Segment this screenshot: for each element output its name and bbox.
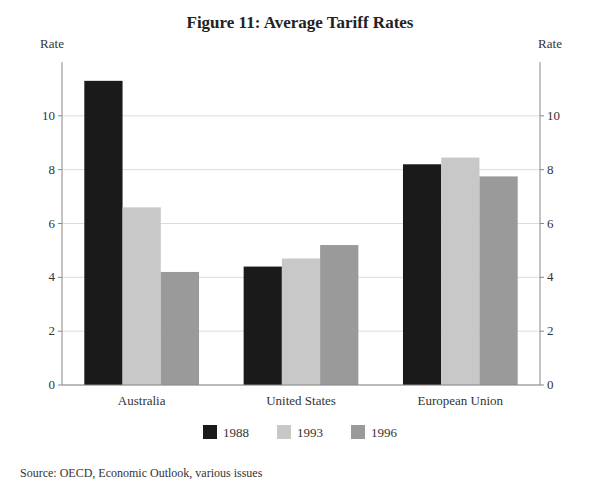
- legend-swatch: [203, 425, 217, 439]
- bars: [84, 81, 517, 385]
- y-tick-label: 6: [49, 216, 56, 231]
- x-tick-label: Australia: [118, 393, 166, 408]
- bar: [244, 267, 282, 385]
- annotation: Source: OECD, Economic Outlook, various …: [20, 466, 263, 480]
- chart: Figure 11: Average Tariff Rates Rate Rate 0…: [0, 0, 600, 491]
- bar: [441, 158, 479, 385]
- y2-tick-label: 6: [547, 216, 554, 231]
- y2-tick: [540, 115, 544, 116]
- legend-label: 1993: [297, 425, 323, 440]
- legend-swatch: [277, 425, 291, 439]
- y2-tick-label: 8: [547, 162, 554, 177]
- x-tick-label: United States: [266, 393, 336, 408]
- bar: [84, 81, 122, 385]
- grid-line: [62, 115, 540, 116]
- y-axis-label: Rate: [40, 36, 64, 51]
- y-tick-label: 10: [42, 108, 55, 123]
- bar: [161, 272, 199, 385]
- bar: [282, 258, 320, 385]
- y2-tick: [540, 277, 544, 278]
- legend-swatch: [351, 425, 365, 439]
- y-tick-label: 4: [49, 269, 56, 284]
- y-tick-label: 8: [49, 162, 56, 177]
- bar: [320, 245, 358, 385]
- legend-label: 1988: [223, 425, 249, 440]
- y-axis: [62, 62, 63, 385]
- y2-tick: [540, 331, 544, 332]
- y-tick-label: 2: [49, 323, 56, 338]
- y-tick: [58, 169, 62, 170]
- legend: 1988 1993 1996: [203, 425, 398, 440]
- bar: [123, 207, 161, 385]
- y-tick: [58, 331, 62, 332]
- y-tick: [58, 115, 62, 116]
- y2-tick-label: 4: [547, 269, 554, 284]
- y-tick: [58, 223, 62, 224]
- x-axis: [62, 385, 540, 386]
- legend-label: 1996: [371, 425, 398, 440]
- y2-tick: [540, 169, 544, 170]
- y2-tick: [540, 223, 544, 224]
- x-tick-label: European Union: [418, 393, 504, 408]
- y-tick: [58, 385, 62, 386]
- y2-axis: [540, 62, 541, 385]
- grid-line: [62, 385, 540, 386]
- title: Figure 11: Average Tariff Rates: [187, 13, 414, 32]
- y2-tick-label: 2: [547, 323, 554, 338]
- y2-axis-label: Rate: [538, 36, 562, 51]
- bar: [479, 176, 517, 385]
- y2-tick-label: 10: [547, 108, 560, 123]
- y2-tick-label: 0: [547, 377, 554, 392]
- bar: [403, 164, 441, 385]
- y-tick: [58, 277, 62, 278]
- y-tick-label: 0: [49, 377, 56, 392]
- y2-tick: [540, 385, 544, 386]
